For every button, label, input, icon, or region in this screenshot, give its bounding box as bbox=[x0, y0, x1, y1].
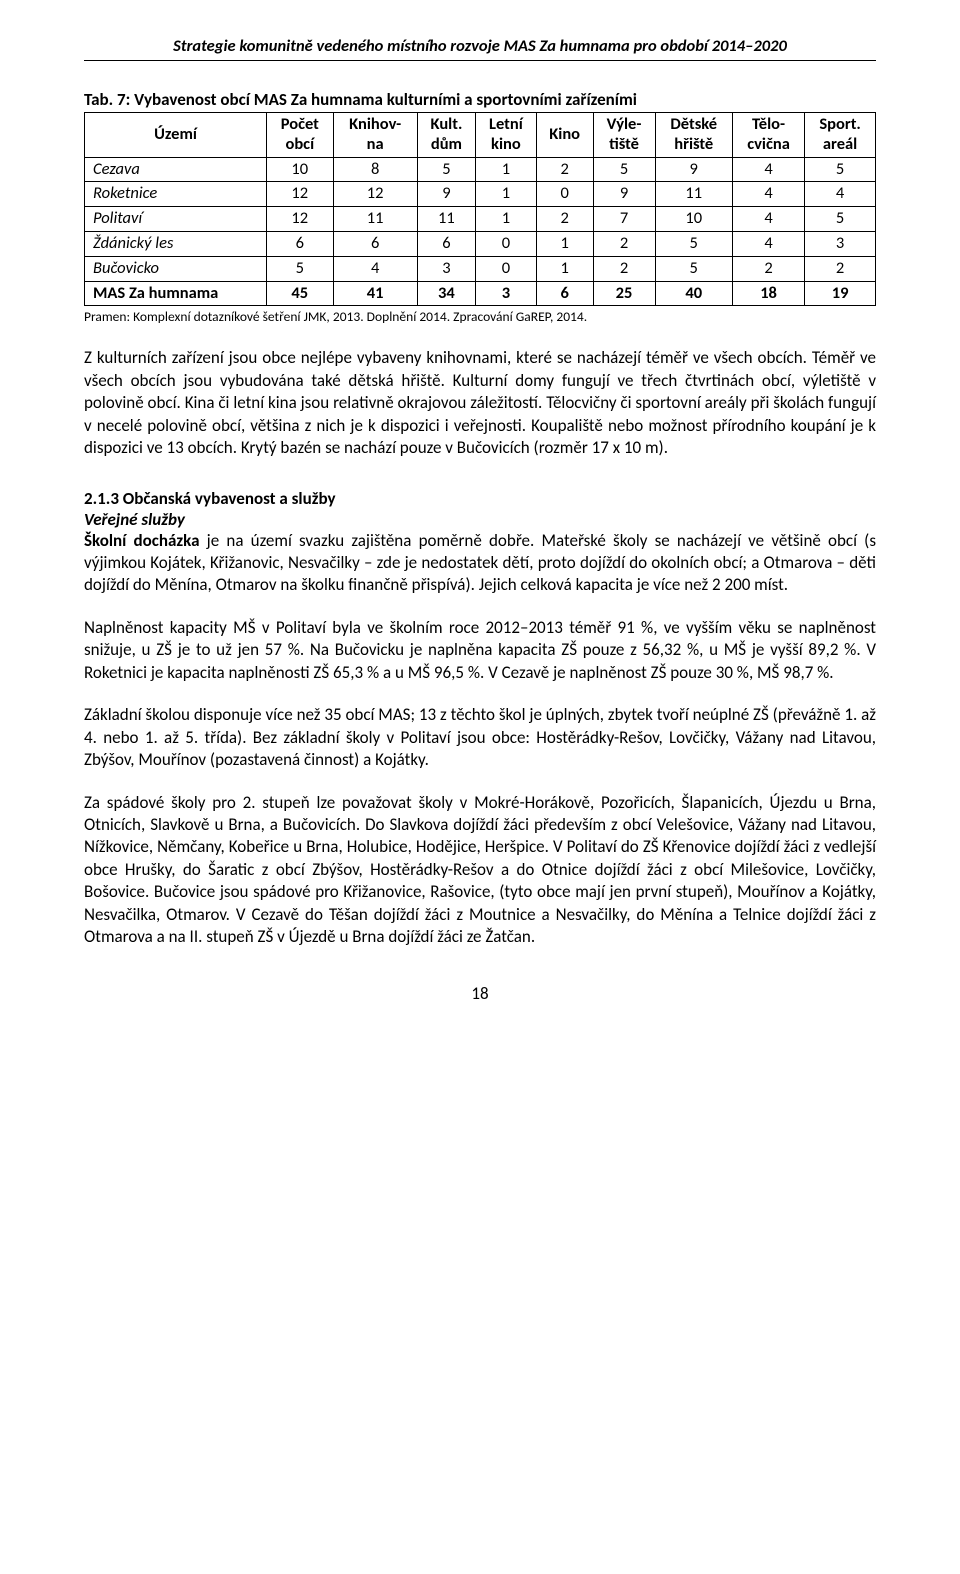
cell: 19 bbox=[805, 281, 876, 306]
page-header: Strategie komunitně vedeného místního ro… bbox=[84, 36, 876, 61]
cell: 6 bbox=[417, 231, 475, 256]
cell: 40 bbox=[655, 281, 732, 306]
cell: 45 bbox=[267, 281, 333, 306]
cell: 3 bbox=[805, 231, 876, 256]
cell: 4 bbox=[732, 182, 804, 207]
paragraph: Školní docházka je na území svazku zajiš… bbox=[84, 530, 876, 597]
col-value: Kult.dům bbox=[417, 113, 475, 158]
cell: 1 bbox=[536, 256, 593, 281]
cell: 3 bbox=[417, 256, 475, 281]
cell: 5 bbox=[655, 256, 732, 281]
col-value: Dětskéhřiště bbox=[655, 113, 732, 158]
cell: 2 bbox=[536, 157, 593, 182]
cell: 12 bbox=[267, 207, 333, 232]
table-source: Pramen: Komplexní dotazníkové šetření JM… bbox=[84, 308, 876, 325]
cell: 5 bbox=[417, 157, 475, 182]
col-value: Letníkino bbox=[476, 113, 537, 158]
table-row: Ždánický les666012543 bbox=[85, 231, 876, 256]
cell: 25 bbox=[593, 281, 655, 306]
cell: 4 bbox=[732, 231, 804, 256]
cell: 4 bbox=[805, 182, 876, 207]
row-label: Bučovicko bbox=[85, 256, 267, 281]
cell: 1 bbox=[536, 231, 593, 256]
cell: 3 bbox=[476, 281, 537, 306]
cell: 2 bbox=[536, 207, 593, 232]
cell: 6 bbox=[536, 281, 593, 306]
cell: 2 bbox=[593, 256, 655, 281]
cell: 5 bbox=[805, 157, 876, 182]
cell: 0 bbox=[476, 256, 537, 281]
cell: 1 bbox=[476, 207, 537, 232]
cell: 5 bbox=[267, 256, 333, 281]
cell: 1 bbox=[476, 157, 537, 182]
lead-term: Školní docházka bbox=[84, 530, 200, 551]
col-value: Výle-tiště bbox=[593, 113, 655, 158]
paragraph: Základní školou disponuje více než 35 ob… bbox=[84, 704, 876, 771]
cell: 2 bbox=[732, 256, 804, 281]
paragraph: Naplněnost kapacity MŠ v Politaví byla v… bbox=[84, 617, 876, 684]
cell: 11 bbox=[333, 207, 417, 232]
table-row: Politaví1211111271045 bbox=[85, 207, 876, 232]
cell: 1 bbox=[476, 182, 537, 207]
table-row: Cezava1085125945 bbox=[85, 157, 876, 182]
row-label: Roketnice bbox=[85, 182, 267, 207]
col-value: Početobcí bbox=[267, 113, 333, 158]
cell: 5 bbox=[593, 157, 655, 182]
cell: 2 bbox=[593, 231, 655, 256]
cell: 5 bbox=[805, 207, 876, 232]
cell: 7 bbox=[593, 207, 655, 232]
row-label: MAS Za humnama bbox=[85, 281, 267, 306]
cell: 18 bbox=[732, 281, 804, 306]
cell: 11 bbox=[417, 207, 475, 232]
table-row: Bučovicko543012522 bbox=[85, 256, 876, 281]
col-value: Tělo-cvična bbox=[732, 113, 804, 158]
table-caption: Tab. 7: Vybavenost obcí MAS Za humnama k… bbox=[84, 89, 876, 110]
section-heading: 2.1.3 Občanská vybavenost a služby bbox=[84, 488, 876, 509]
cell: 11 bbox=[655, 182, 732, 207]
cell: 34 bbox=[417, 281, 475, 306]
cell: 6 bbox=[267, 231, 333, 256]
cell: 4 bbox=[732, 207, 804, 232]
row-label: Ždánický les bbox=[85, 231, 267, 256]
cell: 4 bbox=[732, 157, 804, 182]
cell: 10 bbox=[655, 207, 732, 232]
cell: 9 bbox=[655, 157, 732, 182]
cell: 2 bbox=[805, 256, 876, 281]
table-row: Roketnice121291091144 bbox=[85, 182, 876, 207]
cell: 12 bbox=[267, 182, 333, 207]
cell: 4 bbox=[333, 256, 417, 281]
paragraph: Za spádové školy pro 2. stupeň lze považ… bbox=[84, 792, 876, 949]
cell: 5 bbox=[655, 231, 732, 256]
document-page: Strategie komunitně vedeného místního ro… bbox=[0, 0, 960, 1054]
cell: 9 bbox=[417, 182, 475, 207]
cell: 9 bbox=[593, 182, 655, 207]
facilities-table: ÚzemíPočetobcíKnihov-naKult.důmLetníkino… bbox=[84, 112, 876, 306]
page-number: 18 bbox=[84, 983, 876, 1004]
table-header-row: ÚzemíPočetobcíKnihov-naKult.důmLetníkino… bbox=[85, 113, 876, 158]
cell: 6 bbox=[333, 231, 417, 256]
col-value: Knihov-na bbox=[333, 113, 417, 158]
col-territory: Území bbox=[85, 113, 267, 158]
section-subheading: Veřejné služby bbox=[84, 509, 876, 530]
table-total-row: MAS Za humnama4541343625401819 bbox=[85, 281, 876, 306]
col-value: Kino bbox=[536, 113, 593, 158]
cell: 41 bbox=[333, 281, 417, 306]
cell: 0 bbox=[476, 231, 537, 256]
cell: 8 bbox=[333, 157, 417, 182]
col-value: Sport.areál bbox=[805, 113, 876, 158]
row-label: Politaví bbox=[85, 207, 267, 232]
row-label: Cezava bbox=[85, 157, 267, 182]
cell: 0 bbox=[536, 182, 593, 207]
cell: 12 bbox=[333, 182, 417, 207]
paragraph-text: je na území svazku zajištěna poměrně dob… bbox=[84, 530, 876, 596]
cell: 10 bbox=[267, 157, 333, 182]
paragraph: Z kulturních zařízení jsou obce nejlépe … bbox=[84, 347, 876, 459]
